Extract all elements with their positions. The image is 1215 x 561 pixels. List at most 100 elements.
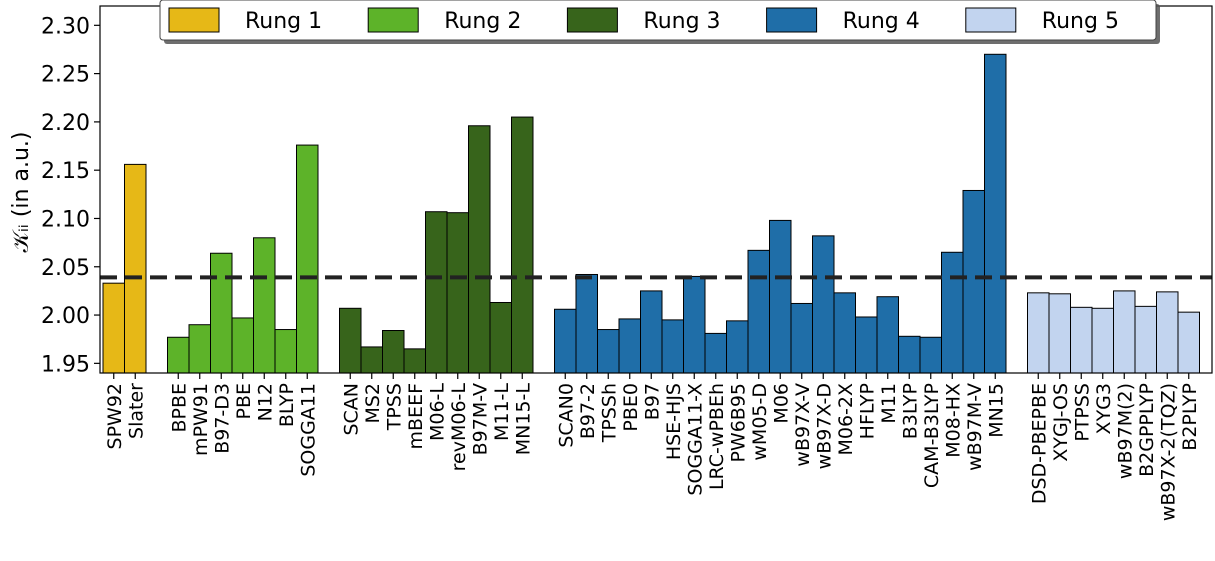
y-tick-label: 2.20 bbox=[41, 111, 90, 136]
x-tick-label: wB97M(2) bbox=[1114, 383, 1136, 479]
bar bbox=[984, 53, 1007, 374]
legend-swatch bbox=[367, 7, 419, 33]
bar bbox=[339, 307, 362, 374]
y-tick-label: 2.05 bbox=[41, 256, 90, 281]
x-tick-label: SOGGA11-X bbox=[684, 383, 706, 496]
bar bbox=[124, 163, 147, 374]
bar bbox=[167, 336, 190, 374]
bar bbox=[231, 317, 254, 374]
bar bbox=[489, 301, 512, 374]
bar bbox=[919, 336, 942, 374]
legend-label: Rung 4 bbox=[843, 9, 920, 34]
legend-label: Rung 2 bbox=[444, 9, 521, 34]
x-tick-label: M06 bbox=[770, 383, 792, 424]
y-axis: 1.95 2.00 2.05 2.10 2.15 2.20 2.25 2.30 bbox=[41, 14, 100, 377]
x-tick-label: wB97M-V bbox=[964, 383, 986, 471]
x-tick-label: MS2 bbox=[362, 383, 384, 424]
x-tick-label: B97 bbox=[641, 383, 663, 420]
bar bbox=[597, 329, 620, 374]
y-tick-label: 2.10 bbox=[41, 207, 90, 232]
y-tick-label: 2.25 bbox=[41, 63, 90, 88]
x-tick-label: B3LYP bbox=[899, 383, 921, 439]
x-tick-label: wM05-D bbox=[749, 383, 771, 461]
bar bbox=[769, 219, 792, 374]
bar bbox=[446, 212, 469, 374]
y-axis-label: 𝒦ᵢᵢ (in a.u.) bbox=[9, 132, 34, 253]
x-tick-label: N12 bbox=[254, 383, 276, 421]
y-tick-label: 2.30 bbox=[41, 14, 90, 39]
y-tick-label: 1.95 bbox=[41, 352, 90, 377]
bar bbox=[962, 189, 985, 374]
legend-swatch bbox=[566, 7, 618, 33]
bar bbox=[403, 348, 426, 374]
x-tick-label: LRC-wPBEh bbox=[706, 383, 728, 490]
bar bbox=[274, 329, 297, 374]
x-tick-label: MN15-L bbox=[512, 383, 534, 456]
legend-label: Rung 1 bbox=[245, 9, 322, 34]
x-tick-label: XYGJ-OS bbox=[1050, 383, 1072, 462]
bar bbox=[1070, 306, 1093, 374]
x-tick-label: M11-L bbox=[491, 383, 513, 441]
x-tick-label: CAM-B3LYP bbox=[921, 383, 943, 488]
x-tick-label: MN15 bbox=[985, 383, 1007, 438]
bar bbox=[554, 308, 577, 374]
x-axis: SPW92 Slater BPBE mPW91 B97-D3 PBE N12 BLYP SOGG… bbox=[104, 373, 1201, 521]
bar bbox=[188, 324, 211, 374]
bar bbox=[747, 249, 770, 374]
x-tick-label: BLYP bbox=[276, 383, 298, 427]
x-tick-label: SCAN bbox=[340, 383, 362, 436]
bar bbox=[812, 235, 835, 374]
bar bbox=[382, 330, 405, 374]
x-tick-label: HSE-HJS bbox=[663, 383, 685, 460]
bar bbox=[661, 319, 684, 374]
x-tick-label: M11 bbox=[878, 383, 900, 424]
bar bbox=[1048, 293, 1071, 374]
bar bbox=[1156, 291, 1179, 374]
x-tick-label: M06-L bbox=[426, 383, 448, 441]
x-tick-label: SCAN0 bbox=[555, 383, 577, 448]
bar bbox=[511, 116, 534, 374]
x-tick-label: PBE0 bbox=[620, 383, 642, 432]
legend-swatch bbox=[168, 7, 220, 33]
x-tick-label: B97M-V bbox=[469, 383, 491, 455]
bar bbox=[941, 251, 964, 374]
bar bbox=[640, 290, 663, 374]
legend: Rung 1 Rung 2 Rung 3 Rung 4 Rung 5 bbox=[159, 0, 1160, 44]
bar bbox=[1177, 311, 1200, 374]
bar bbox=[855, 316, 878, 374]
y-tick-label: 2.15 bbox=[41, 159, 90, 184]
x-tick-label: mBEEF bbox=[405, 383, 427, 449]
bar bbox=[898, 335, 921, 374]
bar bbox=[726, 320, 749, 374]
bar bbox=[1091, 307, 1114, 374]
x-tick-label: B2PLYP bbox=[1179, 383, 1201, 451]
legend-label: Rung 5 bbox=[1042, 9, 1119, 34]
x-tick-label: XYG3 bbox=[1093, 383, 1115, 434]
bar bbox=[618, 318, 641, 374]
x-tick-label: B97-D3 bbox=[211, 383, 233, 454]
x-tick-label: B2GPPLYP bbox=[1136, 383, 1158, 477]
x-tick-label: M08-HX bbox=[942, 383, 964, 458]
x-tick-label: wB97X-V bbox=[792, 383, 814, 467]
x-tick-label: PW6B95 bbox=[727, 383, 749, 463]
legend-swatch bbox=[766, 7, 818, 33]
x-tick-label: SOGGA11 bbox=[297, 383, 319, 477]
x-tick-label: M06-2X bbox=[835, 383, 857, 456]
bar bbox=[683, 275, 706, 374]
bar bbox=[253, 237, 276, 374]
bar bbox=[833, 292, 856, 374]
bar bbox=[296, 144, 319, 374]
bar bbox=[1134, 305, 1157, 374]
bar bbox=[102, 282, 125, 374]
bar bbox=[575, 273, 598, 374]
bar bbox=[468, 125, 491, 374]
bar bbox=[425, 211, 448, 374]
x-tick-label: PBE bbox=[233, 383, 255, 420]
x-tick-label: wB97X-D bbox=[813, 383, 835, 469]
y-tick-label: 2.00 bbox=[41, 304, 90, 329]
x-tick-label: PTPSS bbox=[1071, 383, 1093, 442]
x-tick-label: TPSS bbox=[383, 383, 405, 431]
x-tick-label: DSD-PBEPBE bbox=[1028, 383, 1050, 504]
bar bbox=[210, 252, 233, 374]
bar bbox=[876, 296, 899, 374]
